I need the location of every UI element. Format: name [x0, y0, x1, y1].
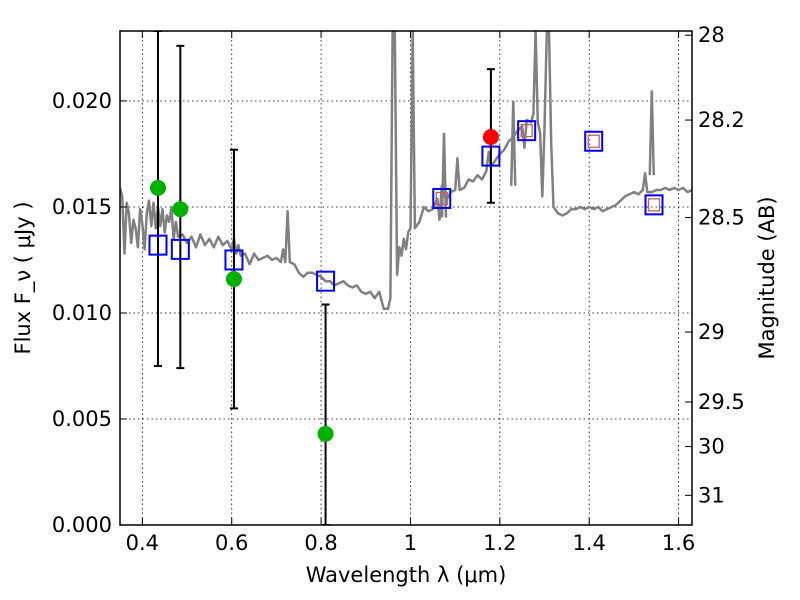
magnitude-tick-label: 28.2: [698, 108, 745, 132]
nir-flux-square: [587, 134, 600, 148]
data-point: [482, 129, 499, 146]
data-point: [225, 271, 242, 288]
grid: [120, 31, 692, 526]
model-flux-square: [644, 194, 664, 216]
model-flux-square: [432, 187, 452, 209]
magnitude-tick-label: 29.5: [698, 390, 745, 414]
model-flux-square: [148, 234, 168, 256]
y-tick-label: 0.010: [52, 301, 112, 325]
y-tick-label: 0.020: [52, 89, 112, 113]
magnitude-axis: 28 28.2 28.5 29 29.5 30 31: [685, 23, 745, 507]
y-tick-label: 0.005: [52, 407, 112, 431]
plot-area: [120, 31, 692, 525]
x-tick-label: 1.4: [573, 531, 606, 555]
nir-flux-square: [647, 198, 661, 212]
x-tick-label: 1.6: [662, 531, 695, 555]
nir-flux-square: [520, 123, 533, 138]
x-tick-label: 0.6: [215, 531, 248, 555]
model-spectrum-line: [120, 31, 692, 310]
x-axis-title: Wavelength λ (μm): [306, 563, 507, 587]
data-point: [172, 201, 189, 218]
y-axis-title: Flux F_ν ( μJy ): [11, 201, 36, 354]
magnitude-tick-label: 30: [698, 435, 725, 459]
model-flux-square: [224, 249, 244, 271]
model-flux-square: [170, 238, 190, 260]
plot-clip-group: [120, 31, 692, 525]
y-tick-label: 0.000: [52, 513, 112, 537]
model-flux-square: [481, 145, 501, 167]
magnitude-tick-label: 28: [698, 23, 725, 47]
x-tick-label: 1: [404, 531, 417, 555]
x-axis: 0.4 0.6 0.8 1 1.2 1.4 1.6: [126, 31, 695, 555]
magnitude-tick-label: 28.5: [698, 206, 745, 230]
magnitude-tick-label: 29: [698, 320, 725, 344]
data-point: [317, 425, 334, 442]
data-point: [149, 179, 166, 196]
emission-line-spike: [648, 90, 656, 176]
x-tick-label: 0.4: [126, 531, 159, 555]
nir-flux-square: [435, 191, 448, 206]
y-axis: 0.000 0.005 0.010 0.015 0.020: [52, 89, 127, 537]
plot-frame: [119, 30, 693, 526]
emission-line-spike: [510, 100, 517, 186]
x-tick-label: 0.8: [304, 531, 337, 555]
model-flux-square: [316, 270, 336, 292]
x-tick-label: 1.2: [483, 531, 516, 555]
model-flux-square: [517, 120, 537, 142]
magnitude-axis-title: Magnitude (AB): [755, 196, 779, 359]
y-tick-label: 0.015: [52, 195, 112, 219]
model-flux-square: [584, 130, 604, 152]
magnitude-tick-label: 31: [698, 483, 725, 507]
